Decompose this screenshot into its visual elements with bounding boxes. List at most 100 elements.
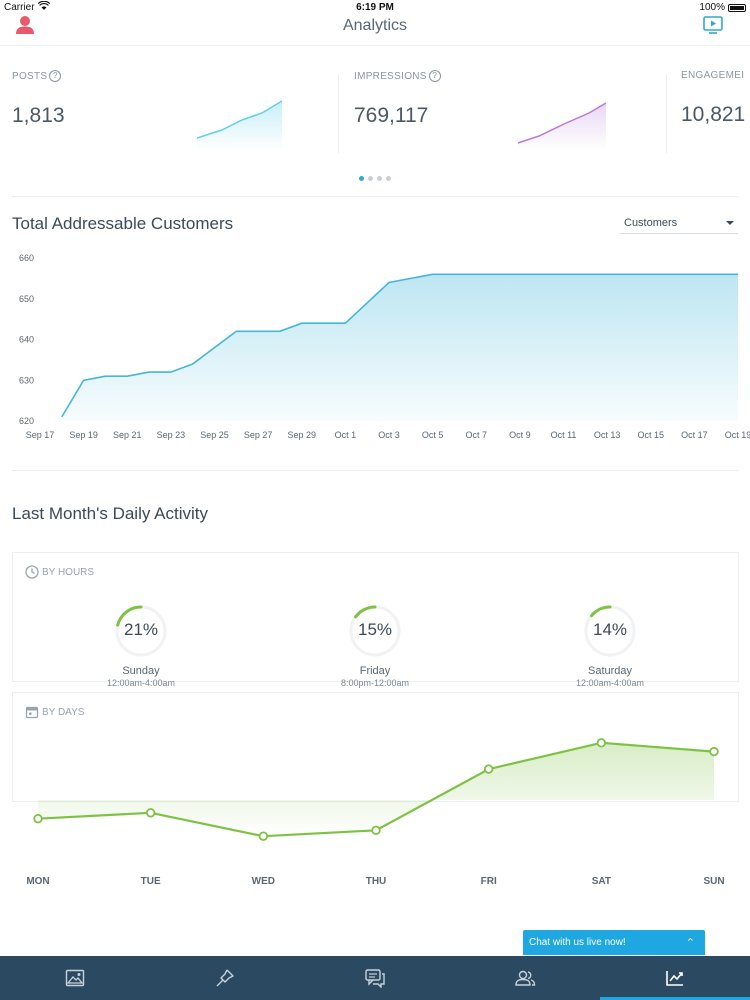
metric-impressions: IMPRESSIONS ? 769,117 (354, 60, 654, 155)
tab-messages[interactable] (300, 956, 450, 1000)
tab-audience[interactable] (450, 956, 600, 1000)
nav-bar: Analytics (0, 12, 750, 46)
data-point[interactable] (371, 825, 381, 836)
metric-posts: POSTS ? 1,813 (12, 60, 332, 155)
pager-dot[interactable] (386, 176, 391, 181)
x-tick-label: Oct 5 (422, 430, 444, 440)
carousel-pager[interactable] (0, 168, 750, 186)
data-point[interactable] (709, 746, 719, 757)
y-tick-label: 630 (19, 375, 34, 385)
caret-down-icon (726, 221, 734, 225)
area-fill (38, 742, 714, 837)
battery-percent: 100% (699, 2, 725, 13)
day-label: Sunday (122, 665, 160, 677)
x-tick-label: THU (366, 876, 387, 887)
x-tick-label: Oct 11 (551, 430, 577, 440)
days-chart: MON TUE WED THU FRI SAT SUN (26, 738, 725, 887)
metric-select[interactable]: Customers (620, 212, 738, 234)
metric-value: 10,821 (681, 103, 746, 126)
tab-media[interactable] (0, 956, 150, 1000)
x-tick-label: Oct 17 (681, 430, 708, 440)
tab-bar (0, 956, 750, 1000)
x-tick-label: Sep 21 (113, 430, 142, 440)
x-tick-label: Oct 9 (509, 430, 531, 440)
divider (666, 75, 667, 153)
tv-play-icon (703, 16, 723, 34)
time-range: 12:00am-4:00am (106, 678, 176, 688)
customers-title: Total Addressable Customers (12, 214, 234, 233)
x-tick-label: MON (26, 876, 49, 887)
divider (338, 75, 339, 153)
customers-chart: 620 630 640 650 660 Sep 17 Sep 19 Sep 21 Sep 23 S… (19, 253, 750, 440)
data-point[interactable] (596, 738, 607, 748)
x-tick-label: Oct 19 (725, 430, 750, 440)
metric-value: 1,813 (12, 104, 65, 127)
metric-label: ENGAGEMEI (681, 70, 745, 81)
calendar-icon (25, 706, 39, 719)
data-point[interactable] (258, 831, 269, 841)
chat-bubbles-icon (365, 969, 385, 988)
help-icon[interactable]: ? (49, 70, 62, 82)
x-tick-label: Sep 29 (287, 430, 316, 440)
impressions-sparkline (517, 102, 607, 150)
y-tick-label: 660 (19, 253, 34, 263)
percent-value: 14% (592, 620, 628, 639)
x-tick-label: TUE (141, 876, 161, 887)
day-label: Friday (359, 665, 391, 677)
activity-title: Last Month's Daily Activity (12, 504, 208, 523)
data-point[interactable] (483, 764, 494, 774)
x-tick-label: FRI (481, 876, 497, 887)
live-chat-button[interactable]: Chat with us live now! ⌃ (523, 930, 705, 955)
select-value: Customers (624, 217, 678, 229)
tab-compose[interactable] (150, 956, 300, 1000)
by-days-label: BY DAYS (42, 706, 85, 718)
percent-ring: 15% (347, 603, 403, 659)
help-icon[interactable]: ? (428, 70, 441, 82)
y-tick-label: 640 (19, 335, 34, 345)
by-hours-label: BY HOURS (42, 566, 95, 578)
chevron-up-icon: ⌃ (685, 937, 695, 949)
time-range: 8:00pm-12:00am (340, 678, 410, 688)
page-title: Analytics (342, 17, 408, 34)
battery-indicator: 100% (699, 2, 746, 13)
x-tick-label: Sep 25 (200, 430, 229, 440)
pager-dot[interactable] (359, 176, 364, 181)
status-bar: Carrier 6:19 PM 100% (0, 0, 750, 14)
tab-analytics[interactable] (600, 956, 750, 1000)
image-icon (65, 969, 85, 987)
divider (12, 470, 738, 471)
percent-value: 15% (357, 620, 393, 639)
x-tick-label: Sep 23 (157, 430, 186, 440)
ring-progress (116, 605, 143, 627)
time-range: 12:00am-4:00am (575, 678, 645, 688)
x-tick-label: Sep 17 (26, 430, 55, 440)
percent-ring: 21% (113, 603, 169, 659)
hour-stat: 14% Saturday 12:00am-4:00am (510, 603, 710, 688)
metric-label: IMPRESSIONS (354, 70, 427, 82)
x-tick-label: Oct 3 (378, 430, 400, 440)
x-tick-label: Oct 15 (637, 430, 664, 440)
ring-progress (590, 605, 612, 618)
metrics-carousel[interactable]: POSTS ? 1,813 IMPRESSIONS ? 769,117 ENGA… (0, 60, 750, 160)
data-point[interactable] (145, 808, 156, 818)
analytics-icon (666, 971, 683, 986)
people-icon (515, 970, 536, 986)
pager-dot[interactable] (377, 176, 382, 181)
day-label: Saturday (587, 665, 633, 677)
pager-dot[interactable] (368, 176, 373, 181)
battery-icon (728, 3, 746, 12)
carrier-label: Carrier (4, 2, 35, 13)
video-button[interactable] (702, 14, 724, 36)
metric-label: POSTS (12, 70, 48, 82)
x-tick-label: Sep 19 (69, 430, 98, 440)
clock: 6:19 PM (356, 2, 394, 13)
y-tick-label: 620 (19, 416, 34, 426)
x-tick-label: Oct 7 (465, 430, 487, 440)
area-fill (61, 274, 739, 421)
profile-button[interactable] (14, 14, 36, 36)
x-tick-label: SUN (703, 876, 724, 887)
x-tick-label: WED (252, 876, 275, 887)
posts-sparkline (197, 100, 283, 150)
pin-icon (216, 969, 234, 987)
data-point[interactable] (33, 813, 43, 824)
